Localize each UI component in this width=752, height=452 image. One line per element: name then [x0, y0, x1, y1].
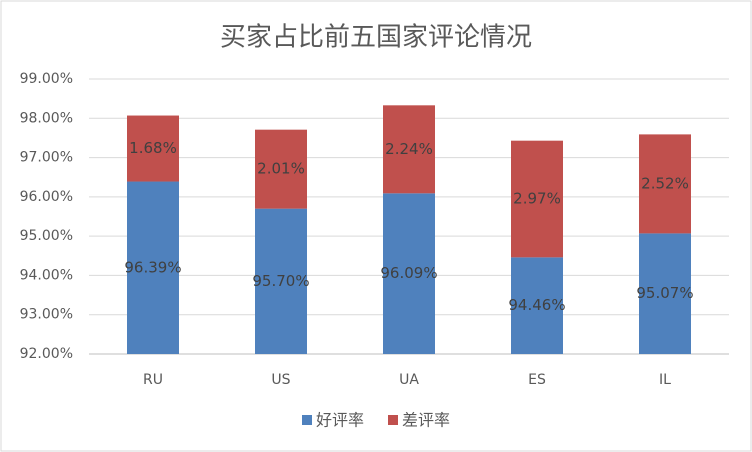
chart-title: 买家占比前五国家评论情况 [220, 23, 532, 53]
value-label: 95.70% [252, 272, 309, 290]
value-label: 95.07% [636, 284, 693, 302]
bar-segment [255, 129, 307, 209]
bar-segment [255, 208, 307, 354]
y-tick-label: 92.00% [20, 346, 73, 362]
y-tick-label: 98.00% [20, 110, 73, 126]
x-tick-label: UA [399, 372, 419, 388]
value-label: 2.01% [257, 160, 305, 178]
y-tick-label: 99.00% [20, 71, 73, 87]
bar-segment [383, 105, 435, 194]
legend-swatch [388, 415, 398, 425]
y-tick-label: 93.00% [20, 307, 73, 323]
y-tick-label: 97.00% [20, 150, 73, 166]
value-label: 1.68% [129, 139, 177, 157]
bar-segment [639, 134, 691, 234]
legend-label: 差评率 [402, 411, 450, 430]
value-label: 94.46% [508, 296, 565, 314]
value-label: 2.97% [513, 190, 561, 208]
value-label: 96.39% [124, 258, 181, 276]
x-tick-label: ES [528, 372, 546, 388]
bar-segment [511, 257, 563, 354]
y-tick-label: 94.00% [20, 267, 73, 283]
bar-segment [639, 233, 691, 354]
y-tick-label: 95.00% [20, 228, 73, 244]
bar-segment [127, 181, 179, 354]
bar-segment [383, 193, 435, 354]
value-label: 2.24% [385, 140, 433, 158]
bar-segment [127, 115, 179, 182]
y-tick-label: 96.00% [20, 189, 73, 205]
x-tick-label: RU [143, 372, 163, 388]
x-tick-label: IL [659, 372, 671, 388]
bar-segment [511, 140, 563, 258]
x-tick-label: US [271, 372, 290, 388]
legend-label: 好评率 [316, 411, 364, 430]
value-label: 2.52% [641, 174, 689, 192]
legend-swatch [302, 415, 312, 425]
value-label: 96.09% [380, 264, 437, 282]
